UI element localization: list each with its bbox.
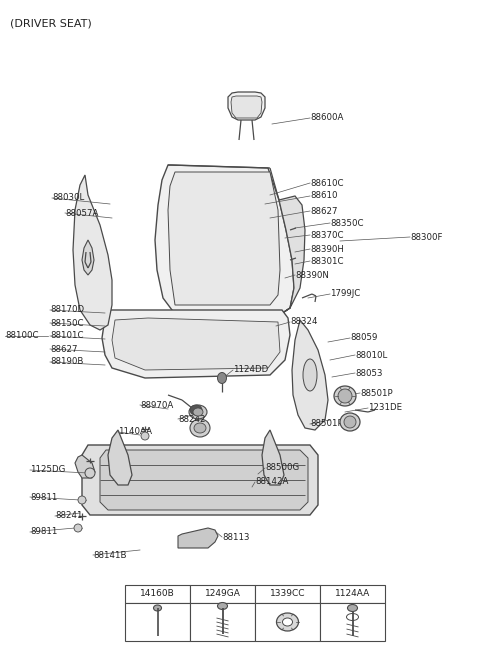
Circle shape	[85, 468, 95, 478]
Text: 88370C: 88370C	[310, 230, 344, 239]
Ellipse shape	[194, 423, 206, 433]
Polygon shape	[82, 445, 318, 515]
Text: 1124AA: 1124AA	[335, 590, 370, 598]
Text: 89811: 89811	[30, 493, 58, 501]
Text: 1231DE: 1231DE	[368, 403, 402, 413]
Text: 88600A: 88600A	[310, 113, 343, 123]
Ellipse shape	[303, 359, 317, 391]
Text: (DRIVER SEAT): (DRIVER SEAT)	[10, 18, 92, 28]
Bar	[190, 585, 255, 603]
Bar	[320, 603, 385, 641]
Text: 88301C: 88301C	[310, 256, 344, 266]
Text: 88324: 88324	[290, 318, 317, 327]
Text: 88150C: 88150C	[50, 319, 84, 327]
Circle shape	[74, 524, 82, 532]
Ellipse shape	[217, 602, 228, 609]
Circle shape	[338, 389, 352, 403]
Text: 88190B: 88190B	[50, 358, 84, 367]
Circle shape	[141, 432, 149, 440]
Ellipse shape	[347, 613, 359, 621]
Polygon shape	[100, 450, 308, 510]
Text: 88141B: 88141B	[93, 550, 127, 560]
Text: 14160B: 14160B	[140, 590, 175, 598]
Ellipse shape	[217, 373, 227, 384]
Text: 88241: 88241	[55, 512, 83, 520]
Ellipse shape	[283, 618, 292, 626]
Polygon shape	[102, 310, 290, 378]
Text: 88242: 88242	[178, 415, 205, 424]
Text: 1339CC: 1339CC	[270, 590, 305, 598]
Ellipse shape	[190, 419, 210, 437]
Text: 88610C: 88610C	[310, 178, 344, 188]
Text: 89811: 89811	[30, 527, 58, 537]
Text: 1124DD: 1124DD	[233, 365, 268, 375]
Ellipse shape	[348, 604, 358, 611]
Text: 1125DG: 1125DG	[30, 466, 65, 474]
Polygon shape	[262, 430, 284, 485]
Text: 1249GA: 1249GA	[204, 590, 240, 598]
Polygon shape	[155, 165, 294, 318]
Ellipse shape	[190, 405, 202, 415]
Text: 88053: 88053	[355, 369, 383, 377]
Bar	[125, 585, 190, 603]
Text: 88057A: 88057A	[65, 209, 98, 218]
Text: 88010L: 88010L	[355, 350, 387, 359]
Text: 88100C: 88100C	[5, 331, 38, 340]
Text: 1140AA: 1140AA	[118, 428, 152, 436]
Polygon shape	[168, 172, 280, 305]
Text: 88501P: 88501P	[360, 388, 393, 398]
Text: 88113: 88113	[222, 533, 250, 541]
Circle shape	[344, 416, 356, 428]
Text: 88350C: 88350C	[330, 218, 363, 228]
Bar	[125, 603, 190, 641]
Polygon shape	[108, 430, 132, 485]
Ellipse shape	[154, 605, 161, 611]
Text: 88390N: 88390N	[295, 270, 329, 279]
Polygon shape	[75, 455, 95, 478]
Text: 88501P: 88501P	[310, 419, 343, 428]
Polygon shape	[231, 96, 262, 118]
Text: 88390H: 88390H	[310, 245, 344, 253]
Text: 88610: 88610	[310, 192, 337, 201]
Bar	[255, 585, 320, 603]
Text: 88142A: 88142A	[255, 478, 288, 487]
Polygon shape	[278, 196, 305, 316]
Text: 88101C: 88101C	[50, 331, 84, 340]
Polygon shape	[178, 528, 218, 548]
Text: 88030L: 88030L	[52, 194, 84, 203]
Text: 88627: 88627	[50, 344, 77, 354]
Text: 88300F: 88300F	[410, 232, 443, 241]
Polygon shape	[73, 175, 112, 330]
Ellipse shape	[334, 386, 356, 406]
Text: 88970A: 88970A	[140, 401, 173, 409]
Circle shape	[78, 496, 86, 504]
Ellipse shape	[276, 613, 299, 631]
Ellipse shape	[189, 405, 207, 419]
Ellipse shape	[193, 408, 203, 416]
Polygon shape	[82, 240, 94, 275]
Text: 88500G: 88500G	[265, 464, 299, 472]
Text: 88059: 88059	[350, 333, 377, 342]
Bar	[255, 603, 320, 641]
Text: 88170D: 88170D	[50, 306, 84, 314]
Bar	[190, 603, 255, 641]
Text: 1799JC: 1799JC	[330, 289, 360, 298]
Polygon shape	[112, 318, 280, 370]
Bar	[320, 585, 385, 603]
Polygon shape	[228, 92, 265, 120]
Text: 88627: 88627	[310, 207, 337, 216]
Ellipse shape	[340, 413, 360, 431]
Polygon shape	[292, 320, 328, 430]
